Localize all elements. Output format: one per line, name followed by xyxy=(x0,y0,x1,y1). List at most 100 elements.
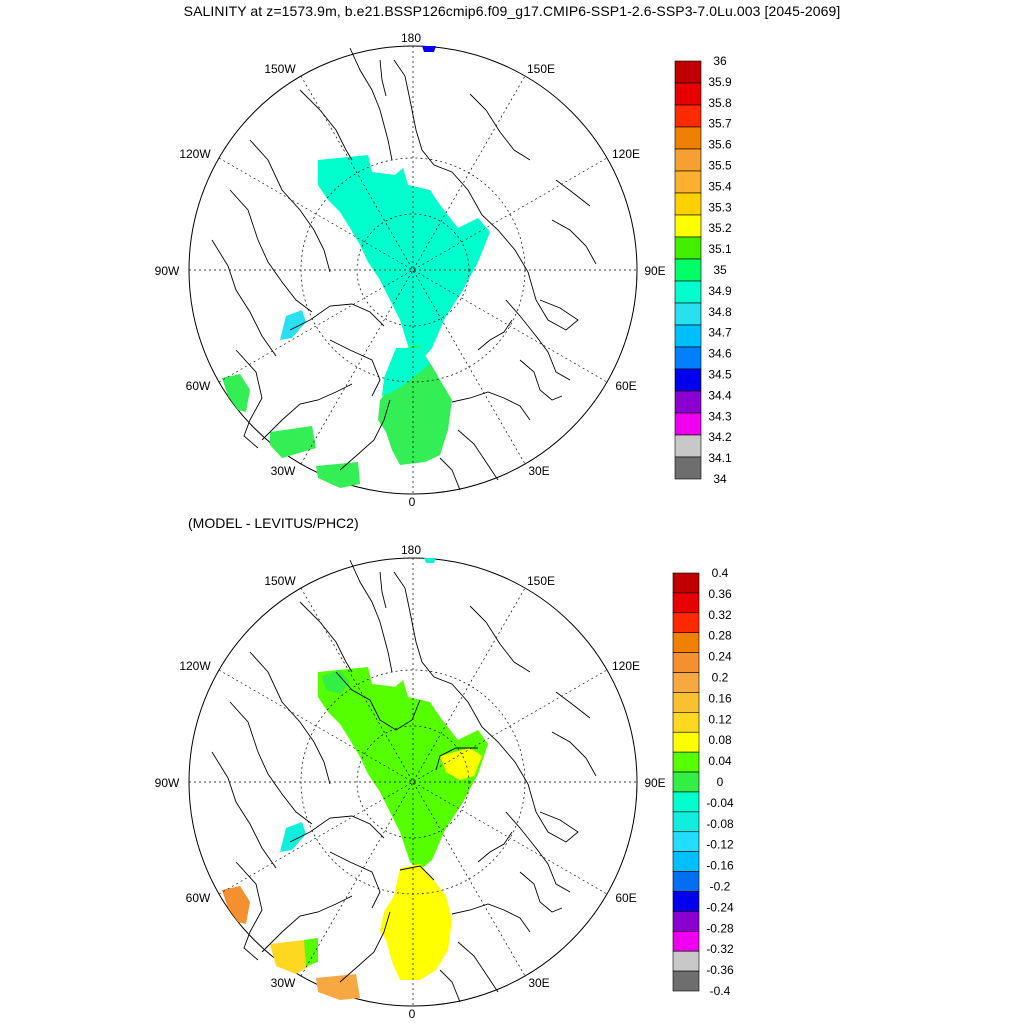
salinity-map: 180 150E 120E 90E 60E 30E 0 30W 60W 90W … xyxy=(155,31,666,509)
salinity-field-central-arctic xyxy=(318,155,490,362)
colorbar-swatch xyxy=(674,126,702,150)
colorbar-swatch xyxy=(672,672,700,693)
colorbar-swatch xyxy=(674,104,702,128)
diff-field-atlantic xyxy=(316,974,360,1000)
colorbar-tick-label: -0.28 xyxy=(706,921,734,935)
colorbar-swatch xyxy=(674,346,702,370)
lon-label-30w: 30W xyxy=(271,464,296,478)
diff-field-central-arctic xyxy=(318,667,488,870)
colorbar-tick-label: -0.16 xyxy=(706,859,734,873)
colorbar-swatch xyxy=(672,731,700,753)
lon-label-150w: 150W xyxy=(264,574,296,588)
colorbar-tick-label: 34.8 xyxy=(708,305,732,319)
colorbar-swatch xyxy=(672,572,700,594)
colorbar-tick-label: 0 xyxy=(717,775,724,789)
colorbar-swatch xyxy=(674,60,702,84)
lon-label-90e: 90E xyxy=(644,264,665,278)
colorbar-swatch xyxy=(674,412,702,436)
colorbar-swatch xyxy=(672,871,700,892)
colorbar-tick-label: -0.24 xyxy=(706,900,734,914)
colorbar-tick-label: 0.16 xyxy=(708,691,732,705)
salinity-field-canadian-archipelago xyxy=(280,310,306,340)
colorbar-swatch xyxy=(674,302,702,326)
diff-field-pacific xyxy=(424,558,436,563)
colorbar-swatch xyxy=(674,324,702,348)
salinity-fields xyxy=(222,46,490,488)
colorbar-swatch xyxy=(674,236,702,260)
colorbar-tick-label: 35.4 xyxy=(708,179,732,193)
colorbar-tick-label: -0.08 xyxy=(706,817,734,831)
salinity-field-atlantic xyxy=(316,462,360,488)
colorbar-swatch xyxy=(672,891,700,912)
lon-label-150e: 150E xyxy=(527,62,555,76)
lon-label-120e: 120E xyxy=(612,659,640,673)
colorbar-tick-label: 0.24 xyxy=(708,650,732,664)
colorbar-tick-label: 35.6 xyxy=(708,138,732,152)
colorbar-tick-label: 0.12 xyxy=(708,712,732,726)
lon-label-120w: 120W xyxy=(179,659,211,673)
salinity-field-fram-strait xyxy=(382,348,430,396)
colorbar-tick-label: 0.32 xyxy=(708,608,732,622)
lon-label-90e: 90E xyxy=(644,776,665,790)
figure-title: SALINITY at z=1573.9m, b.e21.BSSP126cmip… xyxy=(183,3,841,19)
lon-label-120w: 120W xyxy=(179,147,211,161)
colorbar-swatch xyxy=(672,851,700,872)
lon-label-180: 180 xyxy=(401,31,421,45)
colorbar-swatch xyxy=(672,632,700,653)
colorbar-swatch xyxy=(674,390,702,414)
salinity-field-nordic-seas xyxy=(378,345,452,465)
colorbar-tick-label: -0.36 xyxy=(706,963,734,977)
colorbar-tick-label: 35.3 xyxy=(708,200,732,214)
colorbar-tick-label: 0.28 xyxy=(708,629,732,643)
lon-label-120e: 120E xyxy=(612,147,640,161)
colorbar-swatch xyxy=(674,148,702,172)
colorbar-swatch xyxy=(674,434,702,458)
colorbar-tick-label: 34.4 xyxy=(708,388,732,402)
colorbar-tick-label: 34.7 xyxy=(708,326,732,340)
colorbar-swatch xyxy=(672,592,700,614)
coastlines xyxy=(211,47,597,491)
difference-fields xyxy=(222,558,488,1000)
lon-label-90w: 90W xyxy=(155,776,180,790)
colorbar-swatch xyxy=(672,911,700,932)
difference-colorbar: 0.4 0.36 0.32 0.28 0.24 0.2 0.16 0.12 0.08 0.04 0 -… xyxy=(672,566,734,998)
colorbar-tick-label: 34.6 xyxy=(708,347,732,361)
colorbar-tick-label: 35.8 xyxy=(708,96,732,110)
colorbar-swatch xyxy=(672,970,700,992)
colorbar-tick-label: 0.36 xyxy=(708,587,732,601)
lon-label-0: 0 xyxy=(409,1007,416,1021)
lon-label-0: 0 xyxy=(409,495,416,509)
colorbar-tick-label: 0.4 xyxy=(712,566,729,580)
lon-label-60w: 60W xyxy=(186,379,211,393)
lon-label-180: 180 xyxy=(401,543,421,557)
diff-field-canadian-archipelago xyxy=(280,822,306,852)
lon-label-30e: 30E xyxy=(528,464,549,478)
colorbar-tick-label: 34.1 xyxy=(708,451,732,465)
colorbar-tick-label: 34 xyxy=(713,472,727,486)
lon-label-90w: 90W xyxy=(155,264,180,278)
diff-field-baffin xyxy=(222,886,250,924)
diff-field-labrador xyxy=(270,940,316,974)
colorbar-swatch xyxy=(672,791,700,813)
lon-label-60e: 60E xyxy=(615,379,636,393)
colorbar-tick-label: -0.04 xyxy=(706,796,734,810)
lon-label-30w: 30W xyxy=(271,976,296,990)
lon-label-60e: 60E xyxy=(615,891,636,905)
salinity-field-pacific xyxy=(422,46,436,52)
colorbar-swatch xyxy=(672,811,700,833)
colorbar-tick-label: -0.12 xyxy=(706,838,734,852)
difference-map: 180 150E 120E 90E 60E 30E 0 30W 60W 90W … xyxy=(155,543,666,1021)
graticule xyxy=(189,558,637,1006)
colorbar-swatch xyxy=(674,368,702,392)
lon-label-150e: 150E xyxy=(527,574,555,588)
coastlines xyxy=(211,559,597,1003)
colorbar-swatch xyxy=(672,930,700,952)
lon-label-60w: 60W xyxy=(186,891,211,905)
diff-field-canada-basin xyxy=(322,670,350,694)
colorbar-tick-label: 35.5 xyxy=(708,159,732,173)
colorbar-tick-label: 35.9 xyxy=(708,75,732,89)
diff-field-labrador-green xyxy=(304,938,318,966)
colorbar-swatch xyxy=(674,214,702,238)
colorbar-tick-label: 35.7 xyxy=(708,117,732,131)
